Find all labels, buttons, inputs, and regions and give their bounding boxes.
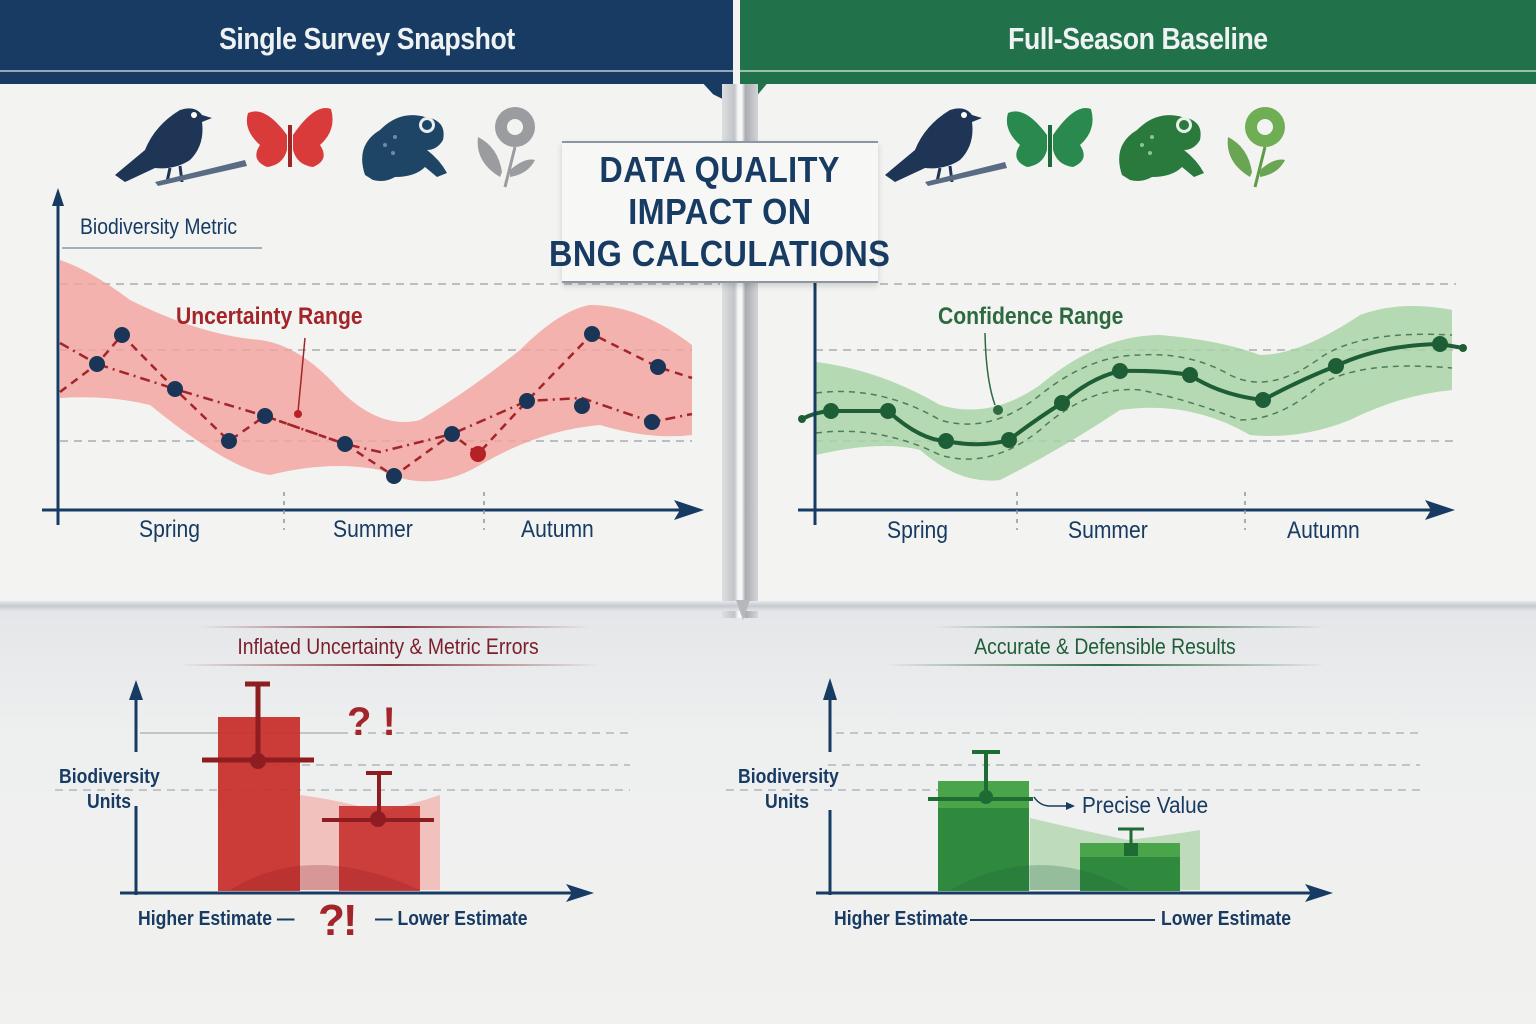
season-label-summer: Summer xyxy=(1068,517,1148,544)
left-header-title: Single Survey Snapshot xyxy=(218,21,515,56)
season-label-spring: Spring xyxy=(139,516,201,543)
butterfly-icon xyxy=(246,108,333,167)
left-subtitle-rule-top xyxy=(200,626,590,628)
error-bar-higher xyxy=(202,681,314,769)
x-axis-arrow xyxy=(1425,500,1455,520)
precise-value-label: Precise Value xyxy=(1082,792,1209,818)
flower-icon xyxy=(1227,107,1285,188)
precise-value-arrowhead xyxy=(1066,802,1075,810)
y-axis-arrow xyxy=(823,678,837,700)
left-subtitle-rule-bottom xyxy=(180,664,600,666)
main-title-line-1: DATA QUALITY xyxy=(599,149,841,190)
callout-leader xyxy=(984,332,996,406)
outlier-point xyxy=(470,446,486,462)
left-bar-chart xyxy=(55,680,630,902)
callout-dot xyxy=(294,410,302,418)
right-header-banner: Full-Season Baseline xyxy=(740,0,1536,84)
right-x-label-lower: Lower Estimate xyxy=(1161,908,1292,930)
frog-icon xyxy=(1119,115,1204,181)
left-x-label-lower: — Lower Estimate xyxy=(375,908,528,930)
right-bars-title: Accurate & Defensible Results xyxy=(974,634,1236,659)
right-bars-y-label-1: Biodiversity xyxy=(738,766,839,788)
main-title-box: DATA QUALITY IMPACT ON BNG CALCULATIONS xyxy=(549,141,890,283)
x-axis-arrow xyxy=(1305,884,1333,902)
left-bars-title: Inflated Uncertainty & Metric Errors xyxy=(237,634,539,659)
baseline-points xyxy=(798,336,1467,449)
confidence-band xyxy=(816,306,1452,481)
right-x-label-higher: Higher Estimate xyxy=(834,908,968,930)
butterfly-icon xyxy=(1006,108,1093,167)
uncertainty-band xyxy=(60,260,692,482)
flower-icon xyxy=(477,107,535,188)
left-header-rule xyxy=(0,70,733,72)
right-line-chart xyxy=(798,283,1467,530)
main-title-line-3: BNG CALCULATIONS xyxy=(549,233,891,274)
survey-line-b xyxy=(59,341,693,454)
left-x-label-higher: Higher Estimate — xyxy=(138,908,295,930)
left-header-banner: Single Survey Snapshot xyxy=(0,0,733,84)
precise-value-pointer xyxy=(1033,796,1068,807)
season-label-summer: Summer xyxy=(333,516,413,543)
confidence-inner-upper xyxy=(815,333,1453,425)
baseline-line xyxy=(801,341,1464,447)
survey-line-a xyxy=(59,332,693,478)
right-header-rule xyxy=(740,70,1536,72)
right-bars-y-label-2: Units xyxy=(765,791,809,813)
error-bar-lower xyxy=(1118,827,1144,856)
right-icon-row xyxy=(885,107,1285,188)
main-title-line-2: IMPACT ON xyxy=(628,191,812,232)
x-axis-arrow xyxy=(674,500,704,520)
season-label-spring: Spring xyxy=(887,517,949,544)
overlap-shadow xyxy=(230,865,420,890)
y-axis-arrow xyxy=(52,188,64,206)
left-line-chart xyxy=(42,188,720,530)
confidence-inner-lower xyxy=(815,365,1453,460)
right-header-title: Full-Season Baseline xyxy=(1008,21,1268,56)
error-bar-higher xyxy=(928,750,1033,804)
frog-icon xyxy=(362,115,447,181)
alert-marks-top: ? ! xyxy=(347,700,396,744)
left-bars-y-label-1: Biodiversity xyxy=(59,766,160,788)
y-axis-arrow xyxy=(129,680,143,700)
uncertainty-range-label: Uncertainty Range xyxy=(176,303,363,330)
callout-dot xyxy=(993,405,1003,415)
bird-icon xyxy=(115,108,247,186)
confidence-range-label: Confidence Range xyxy=(938,303,1124,330)
callout-leader xyxy=(297,337,306,413)
season-label-autumn: Autumn xyxy=(1287,517,1360,544)
left-bars-y-label-2: Units xyxy=(87,791,131,813)
right-subtitle-rule-bottom xyxy=(885,664,1325,666)
alert-marks-bottom: ?! xyxy=(318,896,358,945)
left-icon-row xyxy=(115,107,535,188)
x-axis-arrow xyxy=(566,884,594,902)
y-axis-label: Biodiversity Metric xyxy=(80,214,238,239)
season-label-autumn: Autumn xyxy=(521,516,594,543)
right-subtitle-rule-top xyxy=(935,626,1325,628)
error-bar-lower xyxy=(322,771,434,827)
horizontal-divider xyxy=(0,601,1536,611)
survey-points xyxy=(89,326,666,484)
bird-icon xyxy=(885,108,1007,186)
overlap-shadow xyxy=(950,865,1130,890)
